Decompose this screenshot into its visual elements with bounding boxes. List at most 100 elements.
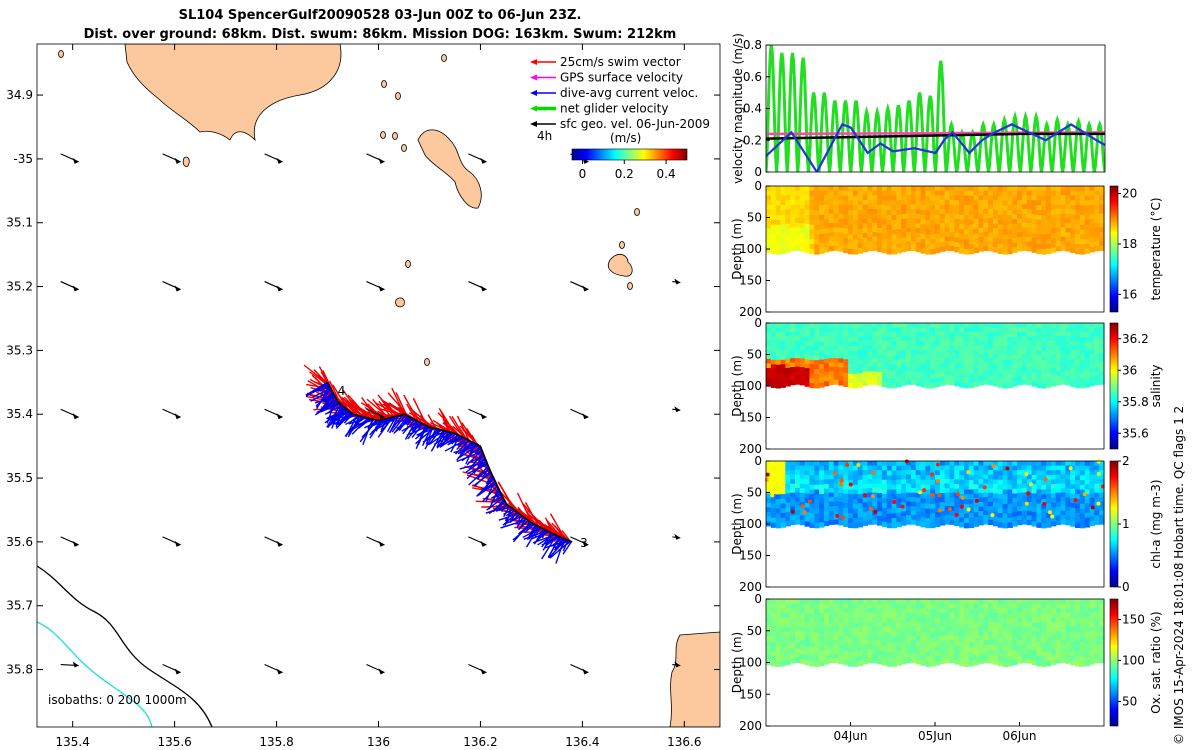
- section-cell: [828, 626, 835, 632]
- section-cell: [1060, 519, 1066, 525]
- velocity-ytick-label: 0.8: [743, 38, 762, 52]
- section-cell: [886, 350, 893, 356]
- section-cell: [1017, 658, 1023, 664]
- section-cell: [794, 635, 801, 641]
- section-cell: [785, 470, 791, 476]
- section-cell: [901, 635, 907, 642]
- section-cell: [848, 522, 854, 529]
- section-cell: [1099, 199, 1105, 205]
- section-cell: [1041, 489, 1047, 495]
- section-cell: [896, 503, 902, 509]
- section-cell: [1021, 379, 1028, 385]
- section-cell: [823, 612, 830, 619]
- section-cell: [804, 354, 811, 360]
- section-cell: [1021, 349, 1028, 355]
- section-cell: [809, 243, 815, 250]
- section-cell: [896, 465, 902, 471]
- section-cell: [1079, 327, 1086, 333]
- section-cell: [1002, 618, 1009, 624]
- section-cell: [852, 623, 859, 629]
- current-vector: [490, 494, 502, 499]
- section-cell: [910, 340, 917, 346]
- section-cell: [828, 236, 835, 242]
- section-cell: [1026, 353, 1033, 359]
- chl-dot: [863, 493, 868, 498]
- section-colorbar-label: Ox. sat. ratio (%): [1149, 611, 1163, 713]
- section-cell: [794, 483, 801, 489]
- section-cell: [939, 209, 946, 215]
- section-cell: [1012, 502, 1018, 509]
- section-cell: [983, 245, 989, 251]
- section-cell: [988, 461, 994, 467]
- section-cell: [1055, 470, 1062, 476]
- section-cell: [819, 465, 825, 472]
- section-cell: [809, 475, 815, 481]
- section-cell: [915, 340, 922, 346]
- section-cell: [1046, 238, 1052, 245]
- section-cell: [794, 653, 801, 659]
- section-cell: [814, 599, 820, 605]
- section-cell: [930, 651, 936, 658]
- section-cell: [1070, 470, 1076, 476]
- section-cell: [906, 506, 912, 512]
- section-cell: [848, 383, 854, 389]
- section-cell: [988, 465, 994, 471]
- section-cell: [891, 186, 897, 192]
- section-cell: [1094, 366, 1100, 372]
- velocity-plot-area: [766, 45, 1105, 172]
- current-vector: [504, 515, 523, 525]
- section-cell: [814, 224, 820, 231]
- section-cell: [1055, 190, 1062, 196]
- section-cell: [983, 190, 989, 196]
- section-cell: [973, 479, 980, 485]
- section-cell: [963, 623, 970, 629]
- section-cell: [901, 640, 907, 646]
- section-cell: [852, 210, 859, 216]
- section-cell: [867, 340, 873, 346]
- section-cell: [775, 489, 782, 495]
- section-cell: [997, 470, 1004, 476]
- section-cell: [910, 379, 917, 385]
- section-cell: [988, 380, 994, 386]
- colorbar-tick-label: 0: [579, 167, 587, 181]
- section-cell: [848, 346, 854, 352]
- section-cell: [867, 353, 873, 359]
- chl-dot: [960, 495, 965, 500]
- section-cell: [799, 349, 806, 355]
- section-cell: [983, 639, 989, 645]
- section-cell: [857, 327, 864, 333]
- section-cell: [910, 353, 917, 359]
- section-cell: [963, 494, 970, 500]
- section-cell: [848, 373, 854, 379]
- section-cell: [862, 603, 868, 609]
- section-cell: [973, 359, 980, 365]
- section-cell: [838, 358, 844, 364]
- section-cell: [1007, 479, 1013, 486]
- section-cell: [819, 493, 825, 500]
- section-cell: [910, 630, 917, 636]
- section-cell: [1089, 650, 1095, 656]
- section-cell: [973, 238, 980, 244]
- section-cell: [1007, 336, 1013, 343]
- section-cell: [1002, 503, 1009, 510]
- current-vector: [486, 497, 504, 511]
- section-cell: [1089, 465, 1095, 471]
- section-cell: [790, 323, 796, 328]
- section-cell: [1055, 199, 1062, 206]
- section-cell: [1070, 238, 1076, 244]
- section-cell: [1021, 340, 1028, 346]
- section-cell: [790, 209, 796, 215]
- section-cell: [804, 470, 811, 476]
- section-cell: [790, 232, 796, 238]
- section-cell: [915, 232, 922, 239]
- section-cell: [770, 229, 777, 235]
- section-cell: [1036, 186, 1042, 192]
- section-cell: [1084, 234, 1091, 240]
- section-cell: [770, 224, 777, 230]
- section-cell: [930, 489, 936, 495]
- current-vector: [500, 518, 528, 529]
- section-cell: [1031, 636, 1037, 642]
- map-ytick-label: 34.9: [6, 88, 33, 102]
- section-cell: [915, 331, 922, 337]
- section-cell: [906, 612, 912, 618]
